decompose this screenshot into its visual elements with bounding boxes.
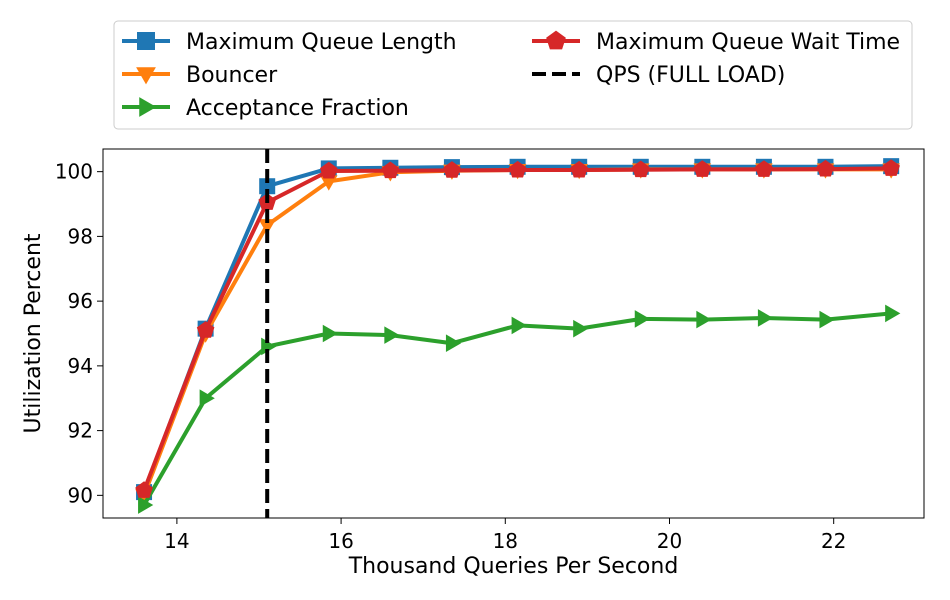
data-point [259,178,276,195]
data-point [319,175,338,191]
series-acceptance-fraction [138,304,901,514]
legend-entry-bouncer: Bouncer [122,63,278,88]
y-tick-label: 90 [68,483,93,507]
y-tick-label: 92 [68,419,93,443]
x-tick-label: 20 [657,529,682,553]
series-line-acceptance-fraction [142,311,894,508]
legend-label: Acceptance Fraction [186,96,409,121]
series-bouncer [135,163,900,505]
data-point [693,160,712,177]
legend: Maximum Queue Length Bouncer Acceptance Fr… [113,20,913,130]
legend-label: Maximum Queue Length [186,30,457,55]
data-point [511,316,527,335]
data-point [570,160,588,178]
legend-entry-maximum-queue-wait-time: Maximum Queue Wait Time [532,30,900,55]
legend-entry-maximum-queue-length: Maximum Queue Length [122,30,457,55]
data-point [819,310,835,329]
data-point [199,389,215,408]
legend-entries: Maximum Queue Length Bouncer Acceptance Fr… [122,30,900,121]
data-point [138,496,154,514]
data-point [755,160,773,177]
y-tick-label: 98 [68,224,93,248]
data-point [196,321,215,338]
legend-label: Bouncer [186,63,278,88]
data-point [320,161,338,179]
data-point [757,309,774,327]
data-point [573,319,589,338]
data-point [381,161,400,179]
data-point [443,161,461,178]
data-point [634,310,650,328]
legend-frame [113,20,913,130]
data-point [258,219,276,235]
x-axis: 14 16 18 20 22 [164,518,846,553]
plot-frame [102,148,925,519]
x-tick-label: 14 [164,529,189,553]
x-tick-label: 22 [821,529,846,553]
data-point [322,324,338,343]
y-axis: 90 92 94 96 98 100 [55,160,103,507]
legend-label: Maximum Queue Wait Time [596,30,900,55]
data-point [816,159,835,177]
legend-entry-acceptance-fraction: Acceptance Fraction [122,96,409,121]
data-point [696,310,712,329]
y-axis-label: Utilization Percent [21,233,46,433]
y-tick-label: 96 [68,289,93,313]
plot-area [102,148,925,519]
legend-marker [137,32,155,50]
y-tick-label: 94 [68,354,93,378]
data-point [135,481,153,498]
data-point [508,160,527,178]
x-tick-label: 16 [328,529,353,553]
legend-marker [136,67,156,85]
data-point [384,326,400,344]
x-tick-label: 18 [493,529,518,553]
legend-marker [139,97,157,117]
data-point [261,337,277,356]
data-point [632,160,650,178]
x-axis-label: Thousand Queries Per Second [348,554,679,579]
legend-label: QPS (FULL LOAD) [596,63,785,88]
legend-marker [546,30,566,50]
data-point [445,334,462,353]
y-tick-label: 100 [55,160,93,184]
legend-entry-qps-full-load: QPS (FULL LOAD) [532,63,785,88]
data-point [882,159,900,176]
series-layer [135,158,901,514]
data-point [885,304,901,323]
series-line-bouncer [142,167,894,498]
